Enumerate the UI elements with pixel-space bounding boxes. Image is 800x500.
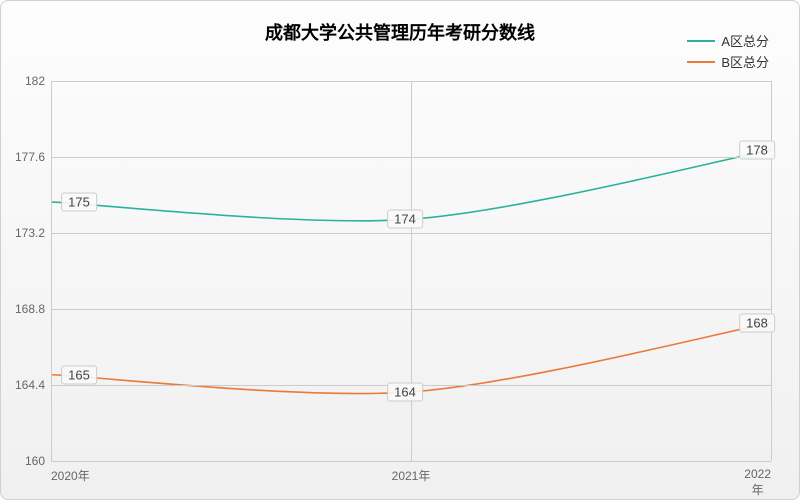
y-axis-tick-label: 168.8 — [11, 302, 45, 316]
chart-title: 成都大学公共管理历年考研分数线 — [1, 19, 799, 45]
chart-container: 成都大学公共管理历年考研分数线 A区总分 B区总分 160164.4168.81… — [0, 0, 800, 500]
legend-swatch-a — [687, 40, 715, 42]
x-axis-tick-label: 2021年 — [392, 467, 431, 484]
legend-swatch-b — [687, 61, 715, 63]
legend-item-a: A区总分 — [687, 31, 769, 50]
legend: A区总分 B区总分 — [687, 31, 769, 73]
y-axis-tick-label: 177.6 — [11, 150, 45, 164]
y-axis-tick-label: 164.4 — [11, 378, 45, 392]
grid-line-vertical — [51, 81, 52, 461]
x-axis-tick-label: 2022年 — [744, 467, 771, 498]
plot-area: 160164.4168.8173.2177.61822020年2021年2022… — [51, 81, 771, 461]
grid-line-vertical — [411, 81, 412, 461]
y-axis-tick-label: 173.2 — [11, 226, 45, 240]
data-label: 175 — [61, 192, 97, 211]
data-label: 168 — [739, 313, 775, 332]
y-axis-tick-label: 182 — [11, 74, 45, 88]
data-label: 178 — [739, 141, 775, 160]
x-axis-tick-label: 2020年 — [51, 467, 90, 484]
y-axis-tick-label: 160 — [11, 454, 45, 468]
grid-line-vertical — [771, 81, 772, 461]
data-label: 165 — [61, 365, 97, 384]
legend-label-b: B区总分 — [721, 52, 769, 71]
grid-line-horizontal — [51, 461, 771, 462]
data-label: 164 — [387, 382, 423, 401]
legend-item-b: B区总分 — [687, 52, 769, 71]
data-label: 174 — [387, 210, 423, 229]
legend-label-a: A区总分 — [721, 31, 769, 50]
